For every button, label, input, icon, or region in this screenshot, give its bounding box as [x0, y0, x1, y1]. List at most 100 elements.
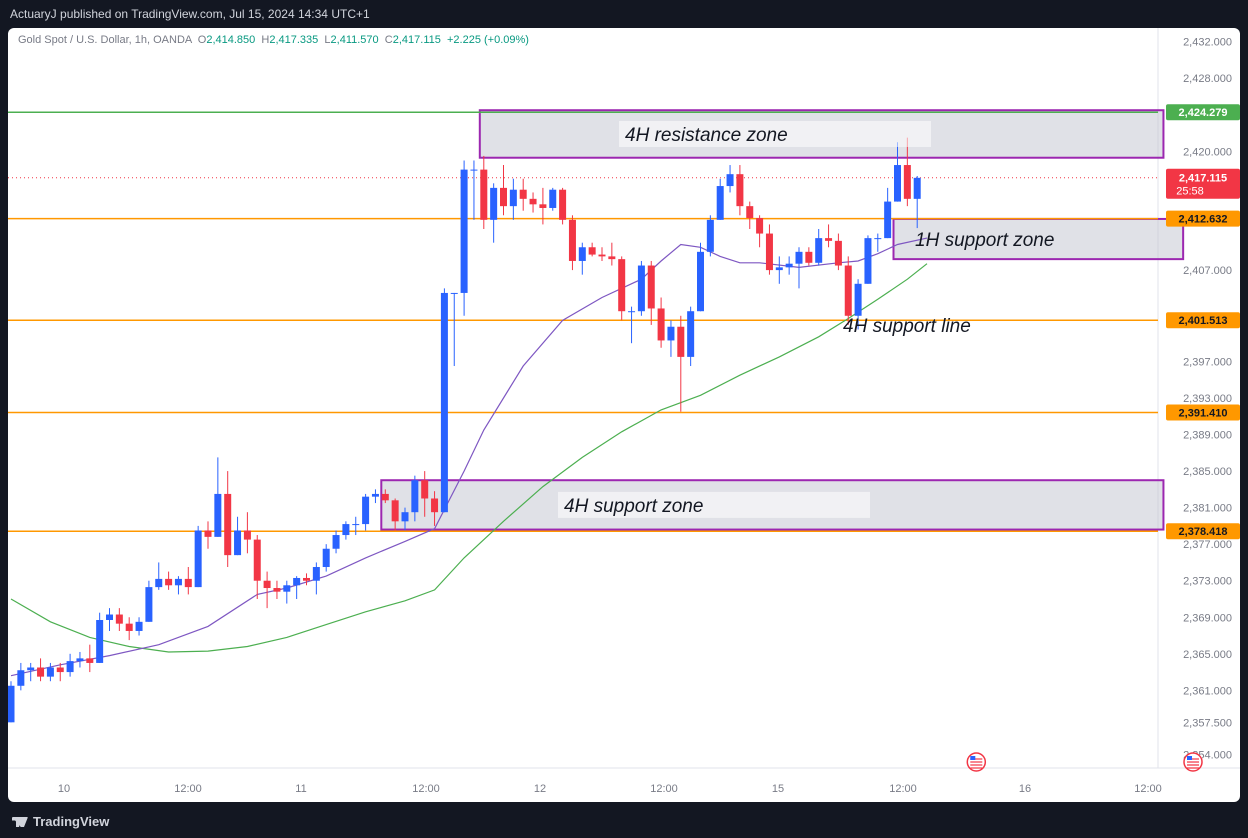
candle-body[interactable]: [844, 265, 852, 316]
candle-body[interactable]: [815, 238, 823, 263]
candle-body[interactable]: [746, 206, 754, 219]
candle-body[interactable]: [411, 480, 419, 513]
candle-body[interactable]: [253, 539, 261, 581]
candle-body[interactable]: [913, 177, 921, 199]
candle-body[interactable]: [86, 658, 94, 663]
candle-body[interactable]: [135, 621, 143, 631]
candle-body[interactable]: [303, 577, 310, 581]
candle-body[interactable]: [864, 238, 872, 284]
candle-body[interactable]: [756, 218, 764, 234]
candle-body[interactable]: [293, 577, 301, 586]
candle-body[interactable]: [706, 219, 714, 252]
candle-body[interactable]: [490, 187, 498, 220]
candle-body[interactable]: [716, 186, 724, 220]
candle-body[interactable]: [785, 263, 793, 268]
candle-body[interactable]: [224, 493, 232, 556]
candle-body[interactable]: [667, 326, 675, 341]
open-value: 2,414.850: [206, 34, 256, 46]
candle-body[interactable]: [647, 265, 655, 309]
candle-body[interactable]: [17, 670, 25, 686]
candle-body[interactable]: [46, 667, 54, 677]
candle-body[interactable]: [549, 189, 557, 208]
candle-body[interactable]: [125, 623, 133, 631]
candle-body[interactable]: [204, 530, 212, 537]
tradingview-logo[interactable]: TradingView: [12, 814, 109, 829]
candle-body[interactable]: [628, 311, 636, 313]
candle-body[interactable]: [194, 530, 202, 588]
candle-body[interactable]: [431, 498, 439, 513]
chart-frame[interactable]: 4H resistance zone 1H support zone 4H supp…: [8, 28, 1240, 802]
candle-body[interactable]: [677, 326, 685, 357]
candle-body[interactable]: [421, 480, 429, 499]
candle-body[interactable]: [37, 667, 45, 677]
candle-body[interactable]: [332, 535, 340, 549]
candle-body[interactable]: [874, 238, 882, 240]
candle-body[interactable]: [312, 567, 320, 581]
candle-body[interactable]: [775, 267, 783, 271]
moving-average-slow: [10, 263, 928, 653]
candle-body[interactable]: [174, 578, 182, 586]
candle-body[interactable]: [145, 587, 153, 622]
candle-body[interactable]: [470, 169, 478, 171]
candle-body[interactable]: [588, 247, 596, 255]
candle-body[interactable]: [697, 251, 704, 312]
candle-body[interactable]: [342, 524, 350, 536]
candle-body[interactable]: [539, 204, 547, 208]
candle-body[interactable]: [578, 247, 586, 261]
candle-body[interactable]: [568, 219, 576, 261]
candle-body[interactable]: [805, 251, 813, 263]
candle-body[interactable]: [529, 198, 537, 205]
candle-body[interactable]: [362, 496, 370, 525]
candle-body[interactable]: [618, 259, 626, 312]
candle-body[interactable]: [460, 169, 468, 293]
candle-body[interactable]: [500, 187, 507, 207]
candle-body[interactable]: [115, 614, 123, 624]
candle-body[interactable]: [825, 238, 833, 241]
candle-body[interactable]: [76, 658, 84, 662]
candle-body[interactable]: [726, 174, 734, 187]
candle-body[interactable]: [106, 614, 113, 620]
candle-body[interactable]: [184, 578, 192, 588]
candle-body[interactable]: [509, 189, 517, 207]
candle-body[interactable]: [440, 292, 448, 513]
candle-body[interactable]: [687, 311, 695, 357]
candle-body[interactable]: [894, 165, 901, 202]
candle-body[interactable]: [834, 240, 842, 266]
candle-body[interactable]: [381, 493, 389, 501]
candle-body[interactable]: [165, 578, 173, 586]
candle-body[interactable]: [66, 661, 74, 673]
candle-body[interactable]: [559, 189, 567, 220]
candle-body[interactable]: [795, 251, 803, 264]
candle-body[interactable]: [598, 254, 606, 257]
candle-body[interactable]: [214, 493, 222, 537]
candle-body[interactable]: [657, 308, 665, 341]
candle-body[interactable]: [854, 283, 862, 316]
candle-body[interactable]: [519, 189, 527, 199]
candle-body[interactable]: [56, 667, 64, 673]
candle-body[interactable]: [352, 524, 360, 526]
candle-body[interactable]: [27, 667, 35, 671]
candle-body[interactable]: [8, 685, 15, 723]
candle-body[interactable]: [736, 174, 744, 207]
candle-body[interactable]: [322, 548, 330, 568]
candle-body[interactable]: [450, 292, 458, 294]
candle-body[interactable]: [903, 165, 911, 199]
candle-body[interactable]: [371, 493, 379, 497]
price-chart[interactable]: 4H resistance zone 1H support zone 4H supp…: [8, 28, 1240, 802]
candle-body[interactable]: [480, 169, 488, 220]
candle-body[interactable]: [243, 530, 251, 540]
candle-body[interactable]: [283, 585, 291, 592]
candle-body[interactable]: [391, 500, 399, 522]
last-price-label: 2,417.115: [1179, 173, 1227, 185]
level-price-label: 2,424.279: [1179, 107, 1228, 119]
candle-body[interactable]: [155, 578, 163, 588]
candle-body[interactable]: [884, 201, 892, 239]
candle-body[interactable]: [96, 620, 104, 663]
candle-body[interactable]: [234, 530, 242, 556]
candle-body[interactable]: [273, 588, 281, 592]
candle-body[interactable]: [401, 512, 409, 522]
candle-body[interactable]: [765, 233, 773, 271]
candle-body[interactable]: [637, 265, 645, 312]
candle-body[interactable]: [608, 256, 616, 260]
candle-body[interactable]: [263, 580, 271, 589]
